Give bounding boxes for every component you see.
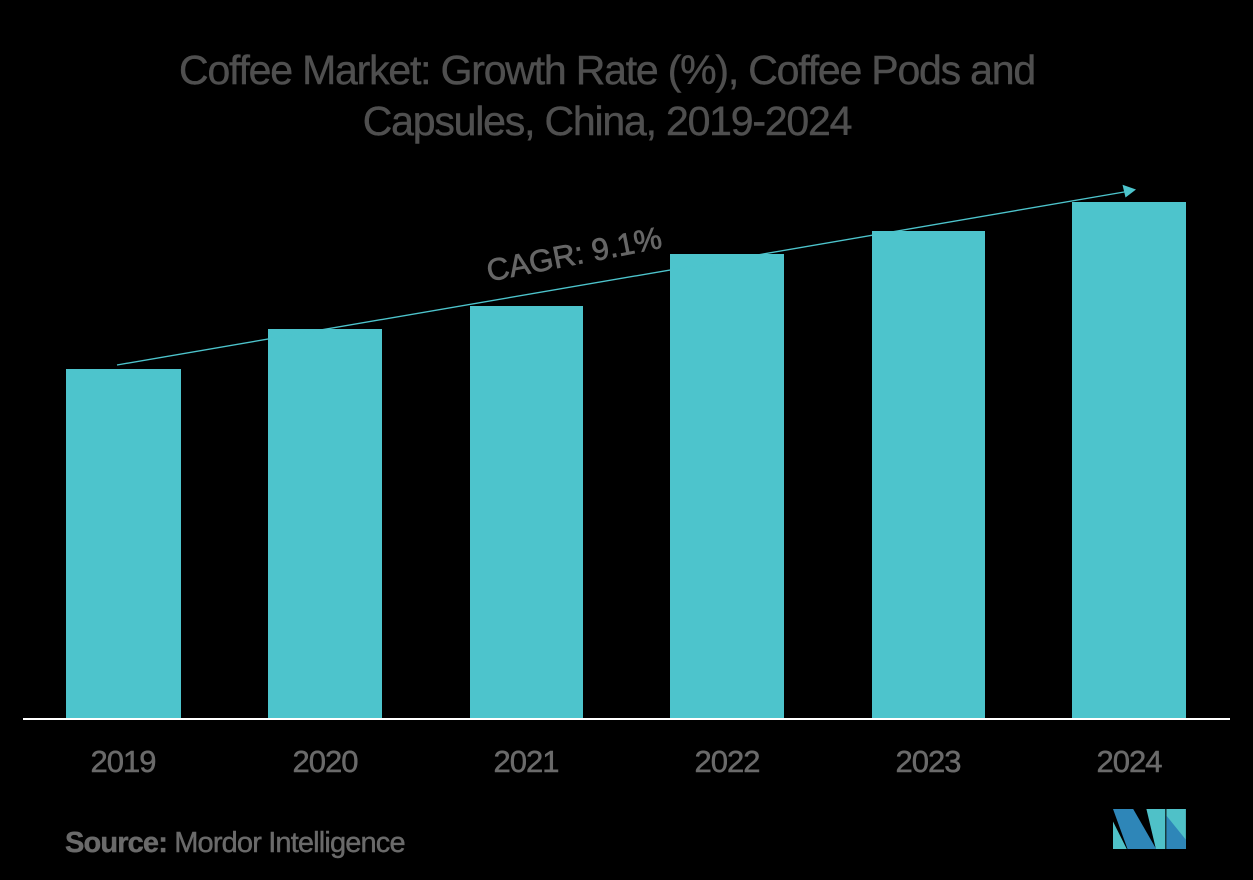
svg-text:CAGR: 9.1%: CAGR: 9.1% (484, 220, 665, 288)
